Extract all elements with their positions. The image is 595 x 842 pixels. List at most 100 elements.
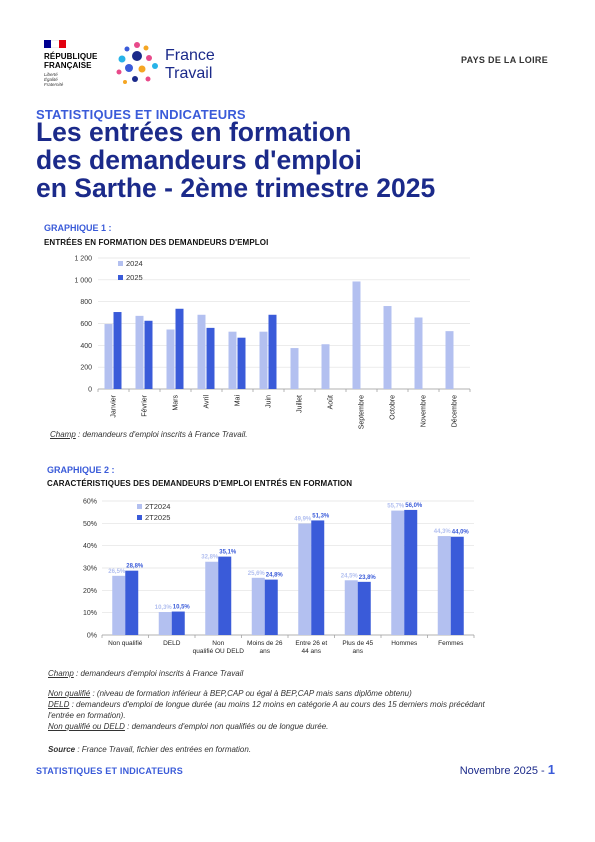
bar-2T2024 xyxy=(112,575,126,635)
bar-2T2025 xyxy=(404,509,418,635)
y-tick-label: 400 xyxy=(80,343,92,350)
bar-2T2024 xyxy=(251,577,265,635)
x-tick-label: Plus de 45 xyxy=(342,640,373,647)
bar-2024 xyxy=(445,331,454,389)
y-tick-label: 600 xyxy=(80,321,92,328)
bar-2025 xyxy=(237,337,246,389)
x-tick-label: Octobre xyxy=(390,395,397,420)
data-label: 23,8% xyxy=(359,575,377,581)
legend-label: 2T2025 xyxy=(145,513,170,522)
title-line-2: des demandeurs d'emploi xyxy=(36,145,362,175)
legend-label: 2025 xyxy=(126,273,143,282)
data-label: 26,5% xyxy=(108,569,126,575)
x-tick-label: qualifié OU DELD xyxy=(193,648,245,655)
data-label: 32,8% xyxy=(201,555,219,561)
graph2-subtitle: CARACTÉRISTIQUES DES DEMANDEURS D'EMPLOI… xyxy=(47,479,353,488)
definition-non-qualifie-ou-deld: Non qualifié ou DELD : demandeurs d'empl… xyxy=(48,721,488,732)
y-tick-label: 10% xyxy=(83,610,97,617)
definition-term: Non qualifié xyxy=(48,689,91,698)
legend-label: 2024 xyxy=(126,259,143,268)
chart1: 0 200 400 600 800 1 000 1 200 Janvier Février Mar… xyxy=(74,256,471,429)
y-tick-label: 50% xyxy=(83,521,97,528)
x-tick-label: DELD xyxy=(163,640,181,647)
bar-2T2024 xyxy=(391,510,405,635)
bar-2024 xyxy=(383,306,392,389)
y-tick-label: 1 000 xyxy=(74,277,92,284)
bar-2024 xyxy=(166,329,175,389)
rf-motto-1: Liberté xyxy=(44,72,58,77)
x-tick-label: Juillet xyxy=(297,395,304,413)
rf-line-1: RÉPUBLIQUE xyxy=(44,52,98,61)
x-tick-label: Mars xyxy=(173,395,180,411)
bar-2T2024 xyxy=(158,611,172,635)
x-tick-label: Septembre xyxy=(359,395,366,429)
source-label: Source xyxy=(48,745,76,754)
x-tick-label: Février xyxy=(142,394,149,416)
x-tick-label: Juin xyxy=(266,395,273,408)
bar-2T2025 xyxy=(450,536,464,635)
x-tick-label: Novembre xyxy=(421,395,428,427)
y-tick-label: 40% xyxy=(83,543,97,550)
graph2-label: GRAPHIQUE 2 : xyxy=(47,465,115,475)
data-label: 44,0% xyxy=(452,530,470,536)
bar-2024 xyxy=(197,314,206,389)
y-tick-label: 1 200 xyxy=(74,256,92,263)
bar-2T2024 xyxy=(437,536,451,635)
legend-swatch xyxy=(118,275,123,280)
x-tick-label: Août xyxy=(328,395,335,409)
x-tick-label: Hommes xyxy=(391,640,418,647)
legend-swatch xyxy=(118,261,123,266)
data-label: 44,3% xyxy=(434,529,452,535)
bar-2T2025 xyxy=(264,579,278,635)
rf-motto-2: Égalité xyxy=(44,77,58,82)
bar-2025 xyxy=(113,312,122,389)
x-tick-label: Moins de 26 xyxy=(247,640,283,647)
ft-brand-line-2: Travail xyxy=(165,65,213,82)
graph2-champ-text: : demandeurs d'emploi inscrits à France … xyxy=(73,669,244,678)
bar-2T2024 xyxy=(205,561,219,635)
x-tick-label: Janvier xyxy=(111,394,118,417)
graph2-champ: Champ : demandeurs d'emploi inscrits à F… xyxy=(48,668,243,679)
graph1-champ-text: : demandeurs d'emploi inscrits à France … xyxy=(75,430,248,439)
data-label: 51,3% xyxy=(312,513,330,519)
y-tick-label: 20% xyxy=(83,588,97,595)
section-kicker: STATISTIQUES ET INDICATEURS xyxy=(36,107,246,122)
data-label: 10,5% xyxy=(173,605,191,611)
x-tick-label: Entre 26 et xyxy=(295,640,327,647)
definition-deld: DELD : demandeurs d'emploi de longue dur… xyxy=(48,699,488,721)
source-note: Source : France Travail, fichier des ent… xyxy=(48,744,251,755)
definition-text: : demandeurs d'emploi non qualifiés ou d… xyxy=(124,722,329,731)
x-tick-label: 44 ans xyxy=(301,648,321,655)
footer-date: Novembre 2025 xyxy=(459,765,538,777)
bar-2024 xyxy=(321,344,330,389)
data-label: 49,9% xyxy=(294,517,312,523)
y-tick-label: 0 xyxy=(88,387,92,394)
definitions: Non qualifié : (niveau de formation infé… xyxy=(48,688,488,732)
x-tick-label: ans xyxy=(353,648,364,655)
data-label: 10,3% xyxy=(155,605,173,611)
region-label: PAYS DE LA LOIRE xyxy=(461,55,548,65)
x-tick-label: Non qualifié xyxy=(108,640,143,647)
definition-term: Non qualifié ou DELD xyxy=(48,722,125,731)
bar-2T2025 xyxy=(171,611,185,635)
bar-2024 xyxy=(352,281,361,389)
y-tick-label: 0% xyxy=(87,633,97,640)
definition-term: DELD xyxy=(48,700,70,709)
chart2: 0% 10% 20% 30% 40% 50% 60% 26,5%28,8% Non qualif… xyxy=(83,499,475,655)
bar-2024 xyxy=(414,317,423,389)
x-tick-label: Femmes xyxy=(438,640,464,647)
bar-2025 xyxy=(144,320,153,389)
data-label: 56,0% xyxy=(405,503,423,509)
bar-2025 xyxy=(206,327,215,389)
rf-line-2: FRANÇAISE xyxy=(44,61,92,70)
bar-2T2024 xyxy=(344,580,358,635)
bar-2T2025 xyxy=(357,581,371,635)
y-tick-label: 60% xyxy=(83,499,97,506)
bar-2T2024 xyxy=(298,523,312,635)
x-tick-label: Avril xyxy=(204,395,211,409)
graph2-champ-label: Champ xyxy=(48,669,74,678)
x-tick-label: ans xyxy=(260,648,271,655)
title-line-1: Les entrées en formation xyxy=(36,117,352,147)
ft-brand-line-1: France xyxy=(165,47,215,64)
definition-non-qualifie: Non qualifié : (niveau de formation infé… xyxy=(48,688,488,699)
